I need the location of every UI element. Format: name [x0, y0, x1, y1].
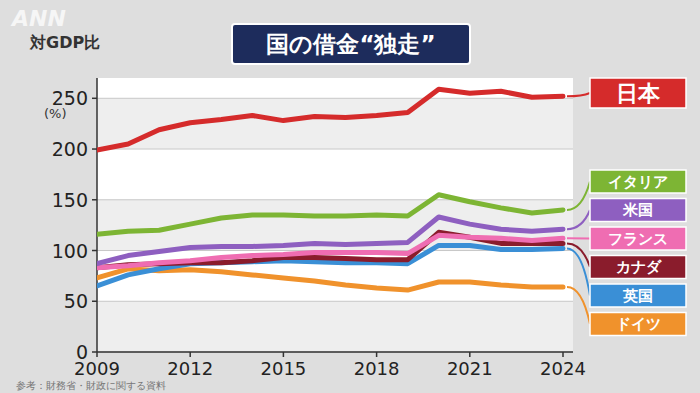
x-tick	[96, 352, 98, 357]
legend-swatch	[590, 78, 686, 108]
y-axis-unit: (%)	[44, 106, 67, 121]
x-tick-label: 2015	[260, 358, 306, 379]
grid-line	[97, 301, 573, 302]
background	[0, 0, 700, 393]
grid-band	[97, 78, 573, 98]
legend-swatch	[590, 227, 686, 250]
series-line	[97, 89, 563, 150]
title: 国の借金“独走”	[266, 31, 435, 57]
grid-band	[97, 301, 573, 352]
legend-connector	[567, 182, 590, 210]
y-tick-label: 150	[52, 189, 88, 211]
legend-label: カナダ	[616, 258, 662, 276]
x-tick	[562, 352, 564, 357]
x-tick	[469, 352, 471, 357]
grid-band	[97, 98, 573, 149]
chart-root: ANN0501001502002502009201220152018202120…	[0, 0, 700, 393]
x-tick	[376, 352, 378, 357]
y-tick-label: 100	[52, 240, 88, 262]
grid-line	[97, 199, 573, 200]
legend-swatch	[590, 170, 686, 193]
grid	[97, 78, 573, 352]
legend-swatch	[590, 256, 686, 279]
legend-connector	[567, 210, 590, 229]
legend: 日本イタリア米国フランスカナダ英国ドイツ	[567, 78, 686, 336]
legend-connector	[567, 93, 590, 96]
legend-label: 日本	[616, 81, 661, 106]
y-axis-label: 対GDP比	[29, 33, 100, 52]
grid-line	[97, 149, 573, 150]
series-line	[97, 269, 563, 290]
legend-connector	[567, 287, 590, 324]
x-tick-label: 2021	[447, 358, 493, 379]
title-box	[232, 24, 470, 64]
grid-line	[97, 98, 573, 99]
y-axis	[96, 78, 98, 352]
x-tick-label: 2018	[354, 358, 400, 379]
x-tick-label: 2012	[167, 358, 213, 379]
legend-label: ドイツ	[616, 315, 661, 333]
watermark: ANN	[10, 6, 66, 31]
x-tick-label: 2024	[540, 358, 586, 379]
legend-swatch	[590, 313, 686, 336]
grid-line	[97, 352, 573, 353]
legend-swatch	[590, 199, 686, 222]
legend-label: 米国	[622, 201, 653, 219]
series-line	[97, 217, 563, 264]
x-axis	[97, 351, 573, 353]
x-tick	[189, 352, 191, 357]
x-tick-label: 2009	[74, 358, 120, 379]
legend-connector	[567, 237, 590, 239]
series-line	[97, 195, 563, 235]
legend-connector	[567, 243, 590, 267]
legend-label: 英国	[622, 287, 653, 305]
source: 参考：財務省・財政に関する資料	[16, 380, 166, 391]
legend-swatch	[590, 284, 686, 307]
legend-label: イタリア	[608, 173, 668, 191]
x-tick	[283, 352, 285, 357]
y-tick-label: 50	[64, 290, 88, 312]
y-tick-label: 200	[52, 138, 88, 160]
legend-label: フランス	[608, 230, 668, 248]
lines	[97, 89, 563, 290]
grid-band	[97, 149, 573, 200]
